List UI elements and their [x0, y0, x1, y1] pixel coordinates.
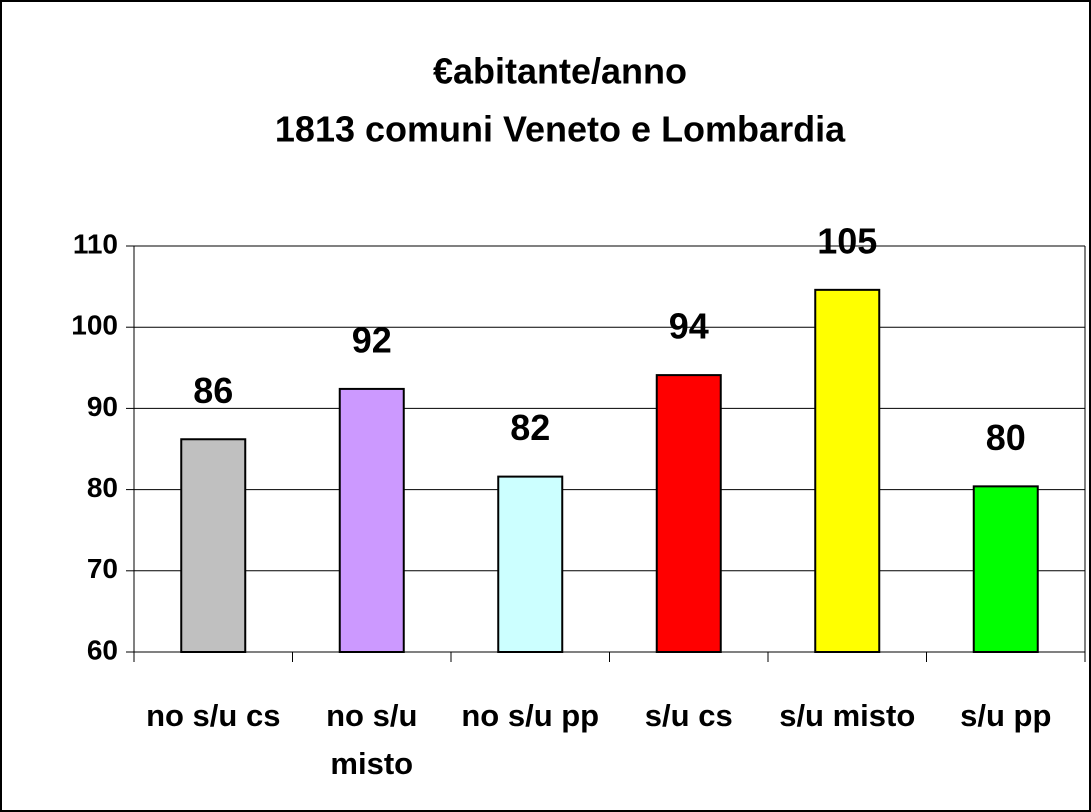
x-tick-label: no s/u pp [461, 698, 600, 733]
chart-title: €abitante/anno [433, 51, 687, 92]
x-tick-label: s/u misto [779, 698, 916, 733]
x-tick-label: no s/u cs [146, 698, 281, 733]
data-label: 92 [352, 319, 392, 360]
x-tick-label: s/u cs [644, 698, 733, 733]
y-tick-label: 90 [87, 391, 118, 422]
x-tick-label: s/u pp [960, 698, 1052, 733]
y-tick-label: 110 [73, 228, 118, 259]
bar [814, 288, 881, 653]
y-tick-label: 100 [71, 310, 118, 341]
x-tick-label: no s/u misto [326, 698, 418, 781]
bar [497, 475, 564, 653]
bar [972, 485, 1039, 653]
y-tick-label: 80 [87, 472, 118, 503]
y-tick-label: 60 [87, 634, 118, 665]
bar [180, 438, 247, 654]
bar [338, 387, 405, 653]
data-label: 80 [986, 417, 1026, 458]
data-label: 105 [817, 220, 877, 261]
y-tick-label: 70 [87, 553, 118, 584]
chart-title: 1813 comuni Veneto e Lombardia [275, 109, 846, 150]
data-label: 86 [193, 370, 233, 411]
data-label: 94 [669, 306, 709, 347]
data-label: 82 [510, 407, 550, 448]
bar [655, 374, 722, 653]
